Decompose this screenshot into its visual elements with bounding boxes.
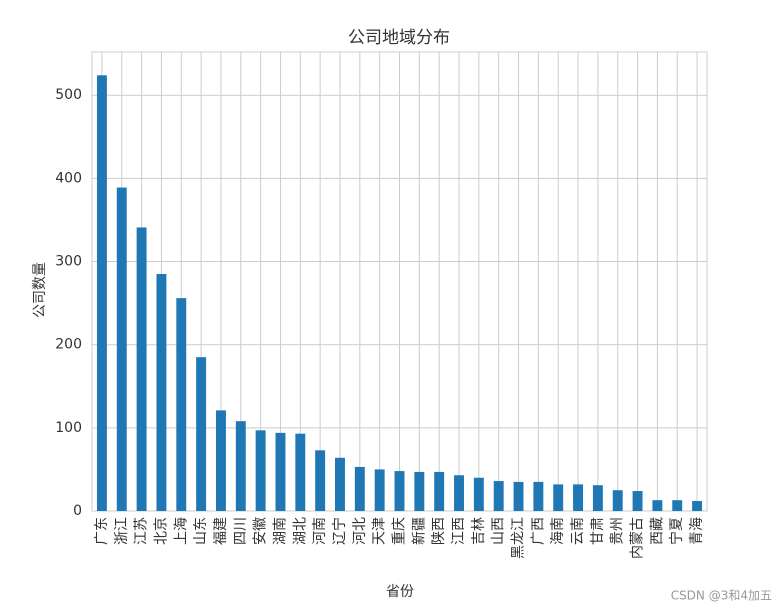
bar xyxy=(592,485,603,511)
x-tick-label: 广西 xyxy=(530,517,546,545)
x-tick-label: 湖南 xyxy=(272,517,288,545)
bar xyxy=(235,421,246,511)
x-tick-label: 湖北 xyxy=(292,517,308,545)
bar xyxy=(215,410,226,511)
x-tick-label: 福建 xyxy=(213,517,229,545)
bar xyxy=(315,450,326,511)
bar xyxy=(136,227,147,511)
x-tick-label: 山东 xyxy=(193,517,209,545)
bar xyxy=(632,491,643,511)
x-tick-label: 广东 xyxy=(94,517,110,545)
bar xyxy=(394,471,405,511)
bar xyxy=(573,484,584,511)
bar xyxy=(295,433,306,511)
bar xyxy=(454,475,464,511)
x-tick-label: 北京 xyxy=(153,517,169,545)
x-tick-label: 青海 xyxy=(689,517,705,545)
x-tick-label: 黑龙江 xyxy=(511,517,527,559)
y-tick-label: 400 xyxy=(55,170,82,186)
x-tick-label: 吉林 xyxy=(471,517,487,545)
x-tick-label: 西藏 xyxy=(649,517,665,545)
chart-title: 公司地域分布 xyxy=(348,28,450,48)
y-tick-label: 300 xyxy=(55,254,82,270)
x-tick-label: 甘肃 xyxy=(590,517,606,545)
watermark: CSDN @3和4加五 xyxy=(671,589,772,603)
bar xyxy=(176,298,187,511)
x-tick-label: 陕西 xyxy=(431,517,447,545)
bar xyxy=(96,75,107,512)
x-tick-label: 天津 xyxy=(372,517,388,545)
x-tick-label: 浙江 xyxy=(114,517,130,545)
x-tick-label: 云南 xyxy=(570,517,586,545)
x-tick-label: 重庆 xyxy=(392,517,408,545)
bar xyxy=(255,430,266,511)
x-axis-label: 省份 xyxy=(386,584,414,600)
bar xyxy=(434,471,445,511)
x-tick-label: 河南 xyxy=(312,517,328,545)
bar xyxy=(652,500,663,511)
bar xyxy=(275,432,286,511)
x-tick-label: 四川 xyxy=(233,517,249,545)
bar xyxy=(513,481,524,511)
bar xyxy=(354,466,365,511)
y-tick-label: 500 xyxy=(55,87,82,103)
bar xyxy=(473,477,484,511)
bar xyxy=(374,469,385,511)
x-tick-label: 贵州 xyxy=(610,517,626,545)
x-tick-label: 安徽 xyxy=(253,517,269,545)
bar xyxy=(553,484,564,511)
x-tick-label: 辽宁 xyxy=(331,517,348,545)
bar xyxy=(196,357,207,511)
bar xyxy=(335,457,345,511)
bar xyxy=(692,501,703,511)
bar xyxy=(493,481,504,511)
bar xyxy=(533,481,544,511)
x-tick-label: 河北 xyxy=(352,517,368,545)
x-tick-label: 宁夏 xyxy=(668,517,685,545)
bar xyxy=(156,274,167,511)
x-tick-label: 江西 xyxy=(451,517,467,545)
y-tick-label: 200 xyxy=(55,337,82,353)
x-tick-label: 江苏 xyxy=(134,517,150,545)
bar xyxy=(612,490,623,511)
x-tick-label: 内蒙古 xyxy=(630,517,646,559)
y-tick-label: 0 xyxy=(73,503,82,519)
x-tick-label: 上海 xyxy=(173,517,189,545)
x-tick-label: 山西 xyxy=(491,517,507,545)
x-tick-label: 海南 xyxy=(550,517,566,545)
bar xyxy=(116,187,127,512)
bar xyxy=(414,471,425,511)
y-axis-label: 公司数量 xyxy=(32,262,48,318)
x-tick-label: 新疆 xyxy=(411,517,427,545)
bar xyxy=(672,500,683,511)
y-tick-label: 100 xyxy=(55,420,82,436)
